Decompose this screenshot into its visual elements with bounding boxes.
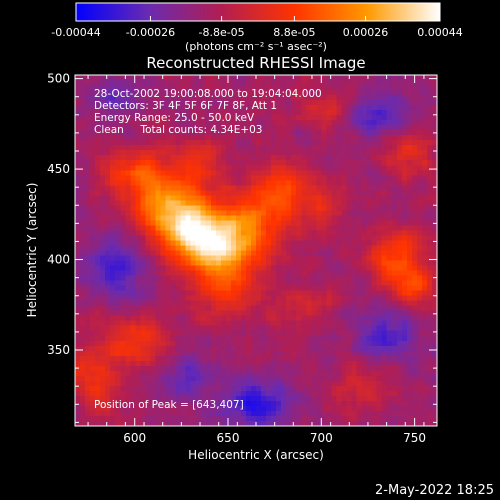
x-tick-label: 650 [217,431,240,445]
annotation-energy-range: Energy Range: 25.0 - 50.0 keV [94,112,255,124]
y-tick-label: 400 [47,253,70,267]
annotation-clean-counts: Clean Total counts: 4.34E+03 [94,124,263,136]
x-tick-label: 750 [403,431,426,445]
x-axis-label: Heliocentric X (arcsec) [188,448,324,462]
axis-ticks: 600 650 700 750 350 400 450 500 [47,72,437,445]
plot-area: 600 650 700 750 350 400 450 500 [47,72,438,445]
y-axis-label: Heliocentric Y (arcsec) [25,183,39,318]
x-tick-label: 700 [310,431,333,445]
annotation-detectors: Detectors: 3F 4F 5F 6F 7F 8F, Att 1 [94,100,277,112]
annotation-block: 28-Oct-2002 19:00:08.000 to 19:04:04.000… [94,88,322,411]
colorbar-gradient [75,2,441,22]
annotation-peak-position: Position of Peak = [643,407] [94,399,244,411]
colorbar-unit-label: (photons cm⁻² s⁻¹ asec⁻²) [185,40,327,53]
colorbar-tick-label: -0.00044 [51,26,100,39]
y-tick-label: 450 [47,162,70,176]
colorbar-tick-label: 8.8e-05 [273,26,315,39]
heatmap-image [75,75,437,426]
x-tick-label: 600 [123,431,146,445]
chart-title: Reconstructed RHESSI Image [146,54,365,72]
y-tick-label: 500 [47,72,70,86]
colorbar: -0.00044 -0.00026 -8.8e-05 8.8e-05 0.00026 0.… [51,2,463,53]
colorbar-tick-label: 0.00044 [417,26,463,39]
y-tick-label: 350 [47,343,70,357]
colorbar-tick-label: 0.00026 [343,26,389,39]
colorbar-tick-label: -8.8e-05 [198,26,244,39]
colorbar-ticks: -0.00044 -0.00026 -8.8e-05 8.8e-05 0.00026 0.… [51,16,463,39]
annotation-time-range: 28-Oct-2002 19:00:08.000 to 19:04:04.000 [94,88,322,100]
colorbar-tick-label: -0.00026 [126,26,175,39]
footer-timestamp: 2-May-2022 18:25 [375,483,494,498]
